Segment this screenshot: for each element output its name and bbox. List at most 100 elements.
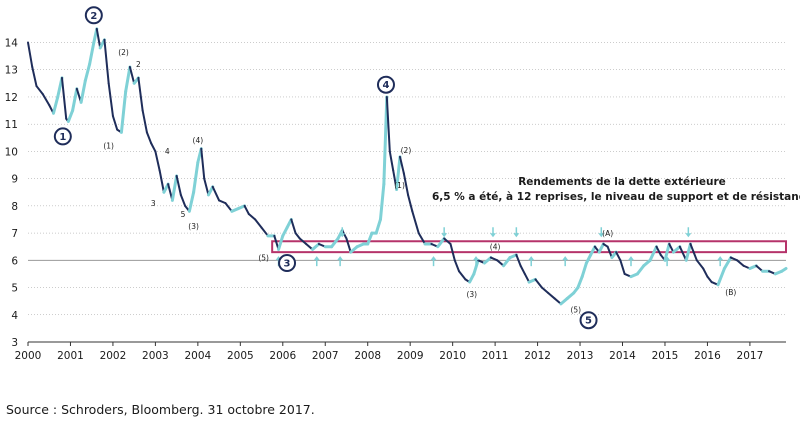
series-segment — [345, 237, 352, 254]
series-segment — [330, 237, 340, 249]
series-segment — [128, 66, 136, 85]
x-tick-label: 2001 — [57, 350, 84, 362]
arrow-up-icon — [313, 256, 320, 267]
series-segment — [170, 174, 179, 202]
series-segment — [402, 172, 410, 196]
series-segment — [684, 242, 692, 262]
series-segment — [27, 41, 34, 69]
series-segment — [203, 177, 210, 196]
series-segment — [635, 264, 646, 276]
arrow-up-icon — [562, 256, 569, 267]
arrow-up-icon — [628, 256, 635, 267]
series-segment — [436, 237, 446, 249]
series-segment — [119, 90, 128, 134]
series-segment — [597, 242, 605, 254]
series-segment — [298, 237, 308, 245]
annotation-label: (2) — [401, 146, 412, 155]
x-tick-label: 2002 — [100, 350, 127, 362]
circle-number: 5 — [585, 316, 592, 327]
arrow-head — [513, 233, 520, 238]
series-segment — [243, 204, 250, 216]
series-segment — [277, 234, 285, 251]
annotation-label: 5 — [181, 210, 186, 219]
arrow-up-icon — [337, 256, 344, 267]
series-segment — [311, 242, 321, 251]
arrow-down-icon — [685, 227, 692, 238]
series-segment — [51, 95, 60, 115]
series-segment — [458, 270, 467, 281]
series-segment — [211, 185, 221, 202]
series-segment — [395, 155, 402, 192]
series-segment — [35, 85, 44, 96]
x-tick-label: 2000 — [15, 350, 42, 362]
series-segment — [294, 232, 301, 240]
series-segment — [615, 251, 622, 262]
annotation-label: (5) — [258, 253, 269, 262]
series-segment — [236, 204, 247, 211]
series-segment — [472, 258, 480, 276]
annotation-label: (A) — [602, 229, 613, 238]
x-tick-label: 2014 — [609, 350, 636, 362]
series-segment — [206, 185, 215, 197]
arrow-head — [598, 233, 605, 238]
yield-series — [27, 27, 788, 306]
series-segment — [689, 242, 698, 262]
series-segment — [589, 245, 597, 257]
series-segment — [449, 242, 456, 262]
x-tick-label: 2003 — [142, 350, 169, 362]
x-tick-label: 2004 — [184, 350, 211, 362]
arrow-down-icon — [441, 227, 448, 238]
annotation-label: 2 — [136, 60, 141, 69]
y-tick-label: 12 — [5, 92, 18, 104]
series-segment — [281, 226, 289, 238]
series-segment — [107, 82, 114, 118]
series-segment — [66, 109, 75, 123]
series-segment — [515, 253, 522, 267]
series-segment — [56, 76, 64, 99]
series-segment — [154, 150, 161, 172]
x-tick-label: 2006 — [269, 350, 296, 362]
arrow-down-icon — [513, 227, 520, 238]
series-segment — [584, 253, 593, 265]
x-tick-label: 2013 — [567, 350, 594, 362]
series-segment — [722, 256, 733, 270]
series-segment — [502, 256, 512, 268]
series-segment — [619, 259, 626, 275]
circle-number: 4 — [382, 80, 389, 91]
source-note: Source : Schroders, Bloomberg. 31 octobr… — [6, 402, 315, 417]
series-segment — [79, 79, 87, 104]
chart-title: Rendements de la dette extérieure — [518, 176, 726, 188]
annotation-label: 4 — [165, 147, 170, 156]
y-tick-label: 13 — [5, 65, 18, 77]
arrow-up-icon — [473, 256, 480, 267]
series-segment — [200, 147, 206, 180]
y-tick-label: 3 — [11, 337, 18, 349]
series-segment — [706, 275, 713, 284]
series-segment — [254, 218, 263, 229]
series-segment — [175, 174, 182, 196]
annotation-label: (3) — [188, 222, 199, 231]
series-segment — [729, 256, 739, 262]
arrow-down-icon — [598, 227, 605, 238]
series-segment — [468, 272, 476, 284]
series-segment — [606, 245, 613, 259]
series-segment — [111, 115, 119, 131]
x-tick-label: 2007 — [312, 350, 339, 362]
series-segment — [780, 266, 788, 273]
y-tick-label: 14 — [5, 38, 19, 50]
chart-subtitle: 6,5 % a été, à 12 reprises, le niveau de… — [432, 191, 800, 203]
series-segment — [290, 218, 297, 235]
series-segment — [192, 160, 200, 194]
arrow-head — [717, 256, 724, 261]
series-segment — [71, 87, 79, 113]
y-tick-label: 9 — [11, 174, 18, 186]
annotation-label: (5) — [570, 306, 581, 315]
series-segment — [534, 278, 543, 289]
x-tick-label: 2011 — [482, 350, 509, 362]
circle-ring — [278, 254, 297, 273]
series-segment — [224, 202, 233, 213]
series-segment — [41, 93, 51, 107]
series-segment — [671, 245, 682, 254]
